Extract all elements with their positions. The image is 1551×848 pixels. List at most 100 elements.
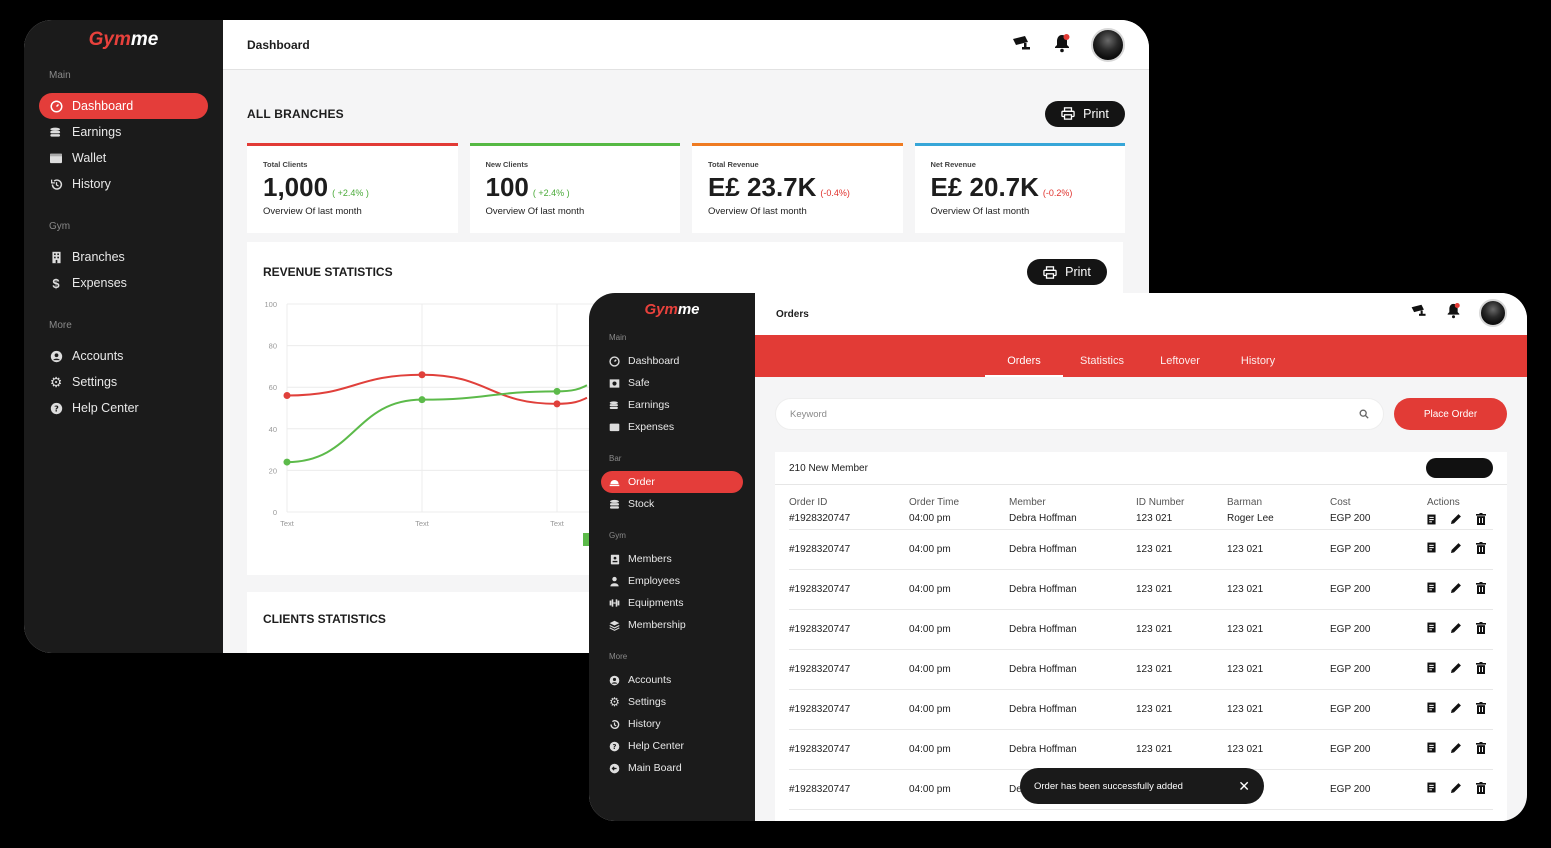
page-title: Dashboard: [247, 37, 310, 52]
card-change: (-0.4%): [820, 188, 850, 198]
sidebar-item-stock[interactable]: Stock: [601, 493, 743, 515]
sidebar-item-main-board[interactable]: Main Board: [601, 757, 743, 779]
edit-icon[interactable]: [1450, 702, 1462, 717]
logo[interactable]: Gymme: [88, 29, 159, 50]
receipt-icon[interactable]: [1427, 742, 1436, 756]
edit-icon[interactable]: [1450, 742, 1462, 757]
trash-icon[interactable]: [1476, 513, 1486, 528]
receipt-icon[interactable]: [1427, 662, 1436, 676]
sidebar-label: Expenses: [72, 276, 127, 290]
table-cell: EGP 200: [1330, 769, 1427, 810]
tab-leftover[interactable]: Leftover: [1160, 355, 1200, 367]
trash-icon[interactable]: [1476, 541, 1486, 557]
sidebar-label: Earnings: [72, 125, 122, 139]
camera-icon[interactable]: [1011, 34, 1033, 57]
edit-icon[interactable]: [1450, 662, 1462, 677]
sidebar-item-membership[interactable]: Membership: [601, 614, 743, 636]
table-cell: 123 021: [1227, 609, 1330, 650]
sidebar-item-expenses[interactable]: Expenses: [601, 416, 743, 438]
bell-icon[interactable]: [1053, 33, 1071, 58]
search-icon: [1359, 409, 1369, 419]
sidebar-label: History: [72, 177, 111, 191]
avatar[interactable]: [1091, 28, 1125, 62]
edit-icon[interactable]: [1450, 513, 1462, 528]
sidebar-item-earnings[interactable]: Earnings: [39, 119, 208, 145]
series-line-red: [286, 373, 588, 405]
edit-icon[interactable]: [1450, 582, 1462, 597]
wallet-icon: [609, 422, 620, 433]
topbar: Dashboard: [223, 20, 1149, 70]
edit-icon[interactable]: [1450, 782, 1462, 797]
tab-orders[interactable]: Orders: [985, 335, 1063, 377]
sidebar-item-accounts[interactable]: Accounts: [601, 669, 743, 691]
print-button[interactable]: Print: [1045, 100, 1125, 127]
trash-icon[interactable]: [1476, 621, 1486, 637]
tab-history[interactable]: History: [1240, 355, 1276, 367]
sidebar-item-safe[interactable]: Safe: [601, 372, 743, 394]
edit-icon[interactable]: [1450, 542, 1462, 557]
filter-pill[interactable]: [1426, 458, 1493, 478]
sidebar-item-employees[interactable]: Employees: [601, 570, 743, 592]
row-actions: [1427, 609, 1493, 650]
table-cell: 123 021: [1227, 529, 1330, 570]
receipt-icon[interactable]: [1427, 514, 1436, 528]
card-subtitle: Overview Of last month: [930, 206, 1030, 217]
sidebar-item-settings[interactable]: ⚙ Settings: [601, 691, 743, 713]
receipt-icon[interactable]: [1427, 542, 1436, 556]
search-input[interactable]: Keyword: [775, 398, 1384, 430]
avatar[interactable]: [1479, 299, 1507, 327]
sidebar-item-order[interactable]: Order: [601, 471, 743, 493]
table-cell: 04:00 pm: [909, 569, 1009, 610]
receipt-icon[interactable]: [1427, 782, 1436, 796]
receipt-icon[interactable]: [1427, 582, 1436, 596]
row-actions: [1427, 689, 1493, 730]
logo[interactable]: Gymme: [644, 301, 700, 318]
orders-tabs: Orders Statistics Leftover History: [755, 335, 1527, 377]
sidebar-item-accounts[interactable]: Accounts: [39, 343, 208, 369]
sidebar-item-branches[interactable]: Branches: [39, 244, 208, 270]
table-row[interactable]: #1928320747 04:00 pm Debra Hoffman 123 021 R…: [789, 511, 1493, 530]
table-cell: 123 021: [1227, 569, 1330, 610]
card-label: Total Clients: [263, 160, 308, 169]
sidebar-item-earnings[interactable]: Earnings: [601, 394, 743, 416]
sidebar-item-settings[interactable]: ⚙ Settings: [39, 369, 208, 395]
close-icon[interactable]: ✕: [1238, 777, 1250, 794]
receipt-icon[interactable]: [1427, 622, 1436, 636]
receipt-icon[interactable]: [1427, 702, 1436, 716]
trash-icon[interactable]: [1476, 741, 1486, 757]
question-circle-icon: ?: [49, 401, 63, 415]
trash-icon[interactable]: [1476, 701, 1486, 717]
edit-icon[interactable]: [1450, 622, 1462, 637]
col-cost: Cost: [1330, 497, 1351, 508]
tab-statistics[interactable]: Statistics: [1079, 355, 1124, 367]
sidebar-item-members[interactable]: Members: [601, 548, 743, 570]
sidebar-item-history[interactable]: History: [601, 713, 743, 735]
bell-icon[interactable]: [1446, 302, 1461, 324]
sidebar-item-help-center[interactable]: ? Help Center: [39, 395, 208, 421]
sidebar-item-equipments[interactable]: Equipments: [601, 592, 743, 614]
col-member: Member: [1009, 497, 1046, 508]
trash-icon[interactable]: [1476, 781, 1486, 797]
sidebar-item-help-center[interactable]: ? Help Center: [601, 735, 743, 757]
revenue-print-button[interactable]: Print: [1027, 259, 1107, 285]
sidebar-item-expenses[interactable]: $ Expenses: [39, 270, 208, 296]
layers-icon: [609, 620, 620, 631]
place-order-button[interactable]: Place Order: [1394, 398, 1507, 430]
topbar: Orders: [755, 293, 1527, 335]
camera-icon[interactable]: [1410, 303, 1428, 323]
sidebar-item-dashboard[interactable]: Dashboard: [39, 93, 208, 119]
trash-icon[interactable]: [1476, 661, 1486, 677]
table-cell: #1928320747: [789, 609, 909, 650]
page-title: Orders: [776, 308, 809, 320]
sidebar-item-dashboard[interactable]: Dashboard: [601, 350, 743, 372]
trash-icon[interactable]: [1476, 581, 1486, 597]
sidebar-item-history[interactable]: History: [39, 171, 208, 197]
table-cell: 123 021: [1227, 689, 1330, 730]
sidebar-item-wallet[interactable]: Wallet: [39, 145, 208, 171]
